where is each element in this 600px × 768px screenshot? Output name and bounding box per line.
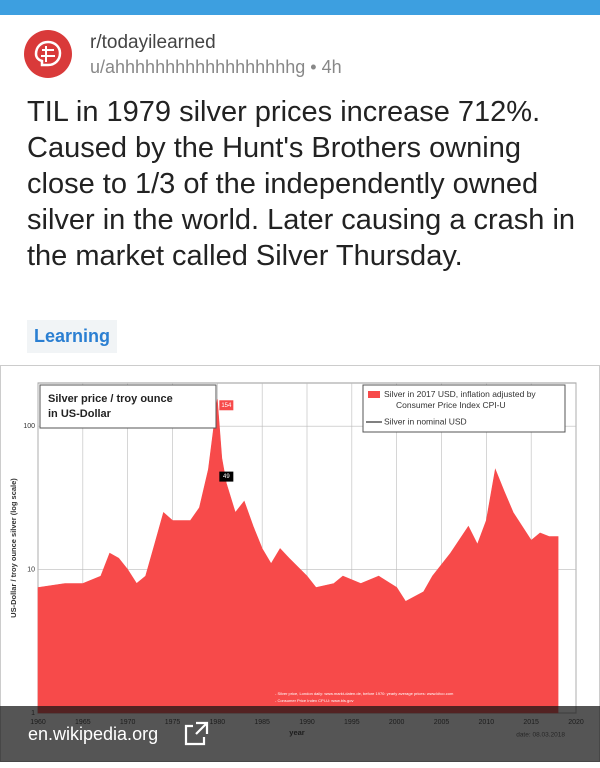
legend-label: Silver in nominal USD (384, 416, 467, 426)
legend-label: Silver in 2017 USD, inflation adjusted b… (384, 389, 536, 410)
annotation-box (219, 471, 234, 482)
top-bar (0, 0, 600, 15)
chart[interactable]: 1101001960196519701975198019851990199520… (0, 365, 600, 762)
link-overlay[interactable]: en.wikipedia.org (0, 706, 600, 762)
subreddit-name[interactable]: r/todayilearned (90, 32, 216, 53)
link-domain[interactable]: en.wikipedia.org (28, 724, 158, 744)
external-link-icon[interactable] (184, 721, 209, 746)
source-note: - Silver price, London daily: www.markt-… (275, 691, 454, 696)
username[interactable]: u/ahhhhhhhhhhhhhhhhhhg (90, 57, 306, 77)
legend-line: Silver in 2017 USD, inflation adjusted b… (384, 389, 536, 399)
annotation-box (219, 400, 234, 411)
title-box (39, 384, 217, 429)
post-meta: u/ahhhhhhhhhhhhhhhhhhg • 4h (90, 57, 342, 78)
separator: • (310, 57, 317, 77)
chart-title: Silver price / troy ounce in US-Dollar (48, 393, 173, 420)
y-axis-label: US-Dollar / troy ounce silver (log scale… (9, 478, 18, 618)
y-tick-label: 100 (23, 423, 35, 430)
chart-title-line: Silver price / troy ounce (48, 393, 173, 405)
legend-swatch (368, 391, 380, 398)
flair[interactable]: Learning (27, 320, 118, 353)
annotation-label: 49 (223, 474, 230, 480)
chart-title-line: in US-Dollar (48, 408, 112, 420)
source-note: - Consumer Price Index CPI-U: www.bls.go… (275, 698, 353, 703)
post-title[interactable]: TIL in 1979 silver prices increase 712%.… (27, 96, 576, 272)
area (37, 399, 559, 714)
legend-box (362, 384, 566, 433)
subreddit-icon[interactable] (24, 30, 72, 78)
post-age: 4h (321, 57, 342, 77)
legend-line: Consumer Price Index CPI-U (396, 400, 506, 410)
annotation-label: 154 (221, 403, 232, 409)
overlay-bg (0, 706, 600, 762)
y-tick-label: 10 (27, 566, 35, 573)
